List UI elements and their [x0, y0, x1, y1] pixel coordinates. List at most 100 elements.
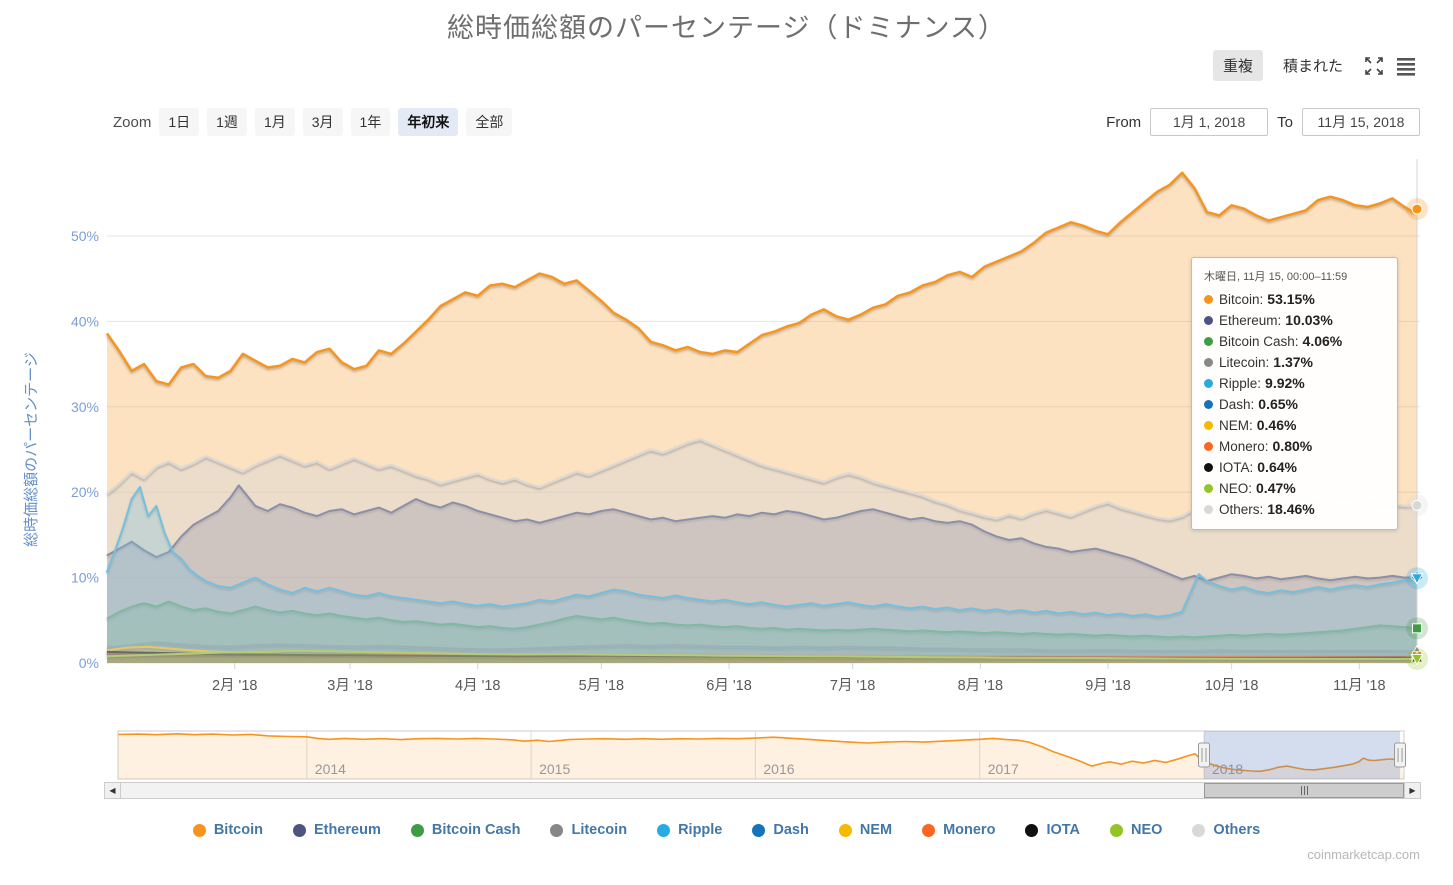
series-marker-ripple: [1406, 567, 1428, 590]
legend-item-others[interactable]: Others: [1192, 822, 1260, 838]
legend-label: IOTA: [1046, 822, 1080, 838]
tooltip-row-litecoin: Litecoin: 1.37%: [1204, 352, 1385, 373]
x-axis-tick-label: 10月 '18: [1205, 678, 1259, 694]
overlap-toggle-button[interactable]: 重複: [1212, 50, 1263, 81]
series-color-dot: [1204, 505, 1213, 514]
date-range-inputs: From To: [1106, 108, 1420, 136]
x-axis-tick-label: 9月 '18: [1085, 678, 1131, 694]
legend-item-ethereum[interactable]: Ethereum: [292, 822, 381, 838]
series-area-ethereum: [107, 485, 1417, 663]
legend-label: Bitcoin: [213, 822, 263, 838]
tooltip-row-nem: NEM: 0.46%: [1204, 415, 1385, 436]
legend-item-bitcoin-cash[interactable]: Bitcoin Cash: [410, 822, 520, 838]
zoom-button-1日[interactable]: 1日: [159, 108, 200, 136]
legend-color-dot: [752, 823, 766, 837]
to-label: To: [1277, 113, 1293, 131]
legend: Bitcoin Ethereum Bitcoin Cash Litecoin Rippl…: [0, 814, 1453, 846]
series-color-dot: [1204, 400, 1213, 409]
y-axis-tick-label: 30%: [71, 399, 99, 415]
tooltip-row-bitcoin-cash: Bitcoin Cash: 4.06%: [1204, 331, 1385, 352]
y-axis-tick-label: 10%: [71, 570, 99, 586]
legend-color-dot: [292, 823, 306, 837]
series-color-dot: [1204, 463, 1213, 472]
legend-item-bitcoin[interactable]: Bitcoin: [192, 822, 263, 838]
zoom-button-1週[interactable]: 1週: [207, 108, 247, 136]
zoom-label: Zoom: [113, 113, 152, 131]
x-axis-tick-label: 8月 '18: [958, 678, 1004, 694]
zoom-button-1年[interactable]: 1年: [350, 108, 391, 136]
navigator-left-handle[interactable]: [1198, 742, 1210, 768]
tooltip-row-dash: Dash: 0.65%: [1204, 394, 1385, 415]
tooltip-row-iota: IOTA: 0.64%: [1204, 457, 1385, 478]
legend-item-dash[interactable]: Dash: [752, 822, 809, 838]
series-color-dot: [1204, 316, 1213, 325]
series-color-dot: [1204, 442, 1213, 451]
series-color-dot: [1204, 358, 1213, 367]
legend-color-dot: [1110, 823, 1123, 837]
fullscreen-icon[interactable]: [1363, 56, 1385, 76]
x-axis-tick-label: 11月 '18: [1333, 678, 1385, 694]
scrollbar-left-arrow[interactable]: ◀: [104, 782, 121, 799]
x-axis-tick-label: 7月 '18: [830, 678, 876, 694]
legend-label: Litecoin: [571, 822, 628, 838]
watermark-credit: coinmarketcap.com: [1307, 847, 1420, 862]
zoom-button-3月[interactable]: 3月: [302, 108, 343, 136]
plot-area[interactable]: 0% 10% 20% 30% 40% 50% 総時価総額のパーセンテージ 2月 '18 3月 '…: [0, 150, 1453, 710]
scrollbar-right-arrow[interactable]: ▶: [1404, 782, 1421, 799]
chart-type-toggle: 重複 積まれた: [1212, 50, 1417, 81]
scrollbar-track[interactable]: [121, 782, 1404, 799]
y-axis-tick-label: 50%: [71, 228, 99, 244]
series-line-litecoin: [106, 641, 1418, 653]
series-area-bitcoin: [107, 172, 1417, 664]
stacked-toggle-button[interactable]: 積まれた: [1282, 58, 1343, 75]
page-title: 総時価総額のパーセンテージ（ドミナンス）: [447, 13, 1006, 43]
series-marker-others: [1406, 494, 1428, 517]
navigator-year-label: 2016: [763, 761, 794, 777]
from-date-input[interactable]: [1150, 108, 1269, 136]
legend-label: Monero: [943, 822, 996, 838]
legend-item-ripple[interactable]: Ripple: [657, 822, 722, 838]
chart-tooltip: 木曜日, 11月 15, 00:00–11:59 Bitcoin: 53.15%…: [1191, 257, 1398, 530]
series-marker-neo: [1406, 647, 1428, 670]
y-axis-title: 総時価総額のパーセンテージ: [23, 352, 40, 547]
series-color-dot: [1204, 379, 1213, 388]
series-marker-bitcoin-cash: [1406, 617, 1428, 640]
tooltip-row-bitcoin: Bitcoin: 53.15%: [1204, 289, 1385, 310]
legend-item-nem[interactable]: NEM: [838, 822, 892, 838]
navigator-right-handle[interactable]: [1394, 742, 1407, 768]
legend-item-iota[interactable]: IOTA: [1025, 822, 1080, 838]
legend-color-dot: [550, 823, 564, 837]
legend-label: NEO: [1131, 822, 1163, 838]
zoom-button-全部[interactable]: 全部: [466, 108, 513, 136]
y-axis-tick-label: 0%: [79, 655, 99, 671]
legend-label: Ethereum: [313, 822, 381, 838]
legend-item-neo[interactable]: NEO: [1110, 822, 1162, 838]
y-axis-tick-label: 20%: [71, 484, 99, 500]
series-line-neo: [106, 649, 1418, 660]
tooltip-row-monero: Monero: 0.80%: [1204, 436, 1385, 457]
series-line-bitcoin: [105, 171, 1418, 386]
to-date-input[interactable]: [1302, 108, 1420, 136]
zoom-button-年初来[interactable]: 年初来: [398, 108, 459, 136]
series-marker-bitcoin: [1406, 198, 1428, 221]
navigator[interactable]: 20142015201620172018: [0, 725, 1453, 782]
navigator-selected-mask[interactable]: [1204, 731, 1401, 779]
series-area-others: [107, 439, 1417, 663]
series-area-nem: [107, 646, 1417, 663]
range-selector: Zoom 1日 1週 1月 3月 1年 年初来 全部: [113, 108, 513, 136]
x-axis-tick-label: 4月 '18: [455, 678, 501, 694]
navigator-area: [118, 733, 1404, 779]
scrollbar-thumb[interactable]: [1204, 783, 1404, 798]
tooltip-row-ripple: Ripple: 9.92%: [1204, 373, 1385, 394]
series-color-dot: [1204, 295, 1213, 304]
x-axis-tick-label: 5月 '18: [579, 678, 625, 694]
legend-item-litecoin[interactable]: Litecoin: [550, 822, 627, 838]
legend-item-monero[interactable]: Monero: [922, 822, 995, 838]
legend-color-dot: [410, 823, 424, 837]
zoom-button-1月[interactable]: 1月: [254, 108, 295, 136]
hamburger-menu-icon[interactable]: [1395, 56, 1417, 76]
x-axis-tick-label: 2月 '18: [212, 678, 258, 694]
legend-color-dot: [1025, 823, 1039, 837]
navigator-scrollbar: ◀ ▶: [104, 782, 1421, 799]
legend-color-dot: [838, 823, 852, 837]
